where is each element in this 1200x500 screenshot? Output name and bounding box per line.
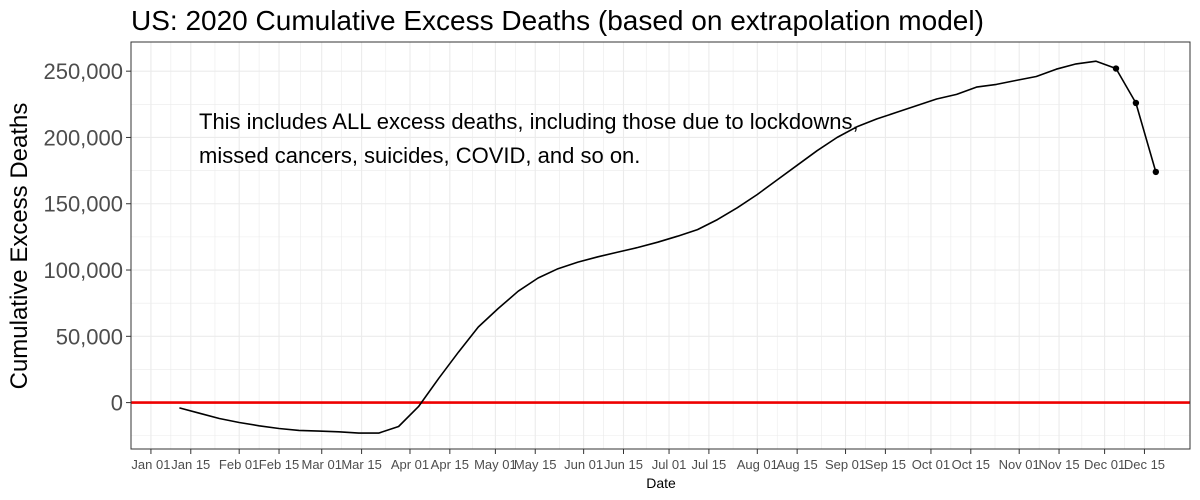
x-tick-label: Dec 15 <box>1124 457 1165 472</box>
data-point <box>1112 65 1120 72</box>
y-axis-label: Cumulative Excess Deaths <box>6 103 33 390</box>
marked-points <box>1112 65 1160 176</box>
x-tick-label: Aug 15 <box>777 457 818 472</box>
annotation-line-1: This includes ALL excess deaths, includi… <box>199 109 859 134</box>
x-tick-label: Nov 15 <box>1038 457 1079 472</box>
x-tick-label: Jul 15 <box>692 457 727 472</box>
x-axis-label: Date <box>646 475 676 491</box>
y-tick-label: 50,000 <box>56 324 123 349</box>
plot-border <box>130 41 1191 450</box>
plot-panel <box>131 42 1190 449</box>
y-tick-label: 250,000 <box>43 59 123 84</box>
y-tick-label: 100,000 <box>43 258 123 283</box>
x-tick-label: Oct 15 <box>952 457 990 472</box>
x-tick-label: Oct 01 <box>912 457 950 472</box>
x-tick-label: Jun 01 <box>564 457 603 472</box>
x-tick-label: Aug 01 <box>737 457 778 472</box>
y-tick-label: 0 <box>111 391 123 416</box>
x-tick-label: Sep 15 <box>865 457 906 472</box>
x-tick-label: Apr 01 <box>391 457 429 472</box>
x-tick-label: Jun 15 <box>604 457 643 472</box>
chart-title: US: 2020 Cumulative Excess Deaths (based… <box>131 5 984 36</box>
annotation-line-2: missed cancers, suicides, COVID, and so … <box>199 143 640 168</box>
y-axis-ticks: 0 50,000 100,000 150,000 200,000 250,000 <box>43 59 131 416</box>
x-tick-label: Jan 15 <box>171 457 210 472</box>
x-tick-label: Jul 01 <box>652 457 687 472</box>
x-tick-label: Jan 01 <box>131 457 170 472</box>
x-tick-label: May 15 <box>514 457 557 472</box>
data-point <box>1152 168 1160 176</box>
y-tick-label: 150,000 <box>43 192 123 217</box>
x-tick-label: Mar 15 <box>341 457 381 472</box>
x-axis-ticks: Jan 01 Jan 15 Feb 01 Feb 15 Mar 01 Mar 15 Apr … <box>131 449 1165 472</box>
x-tick-label: Nov 01 <box>999 457 1040 472</box>
x-tick-label: Feb 15 <box>259 457 299 472</box>
series-layer <box>179 60 1157 434</box>
x-tick-label: Dec 01 <box>1084 457 1125 472</box>
x-tick-label: Apr 15 <box>431 457 469 472</box>
x-tick-label: Mar 01 <box>301 457 341 472</box>
x-tick-label: May 01 <box>474 457 517 472</box>
x-tick-label: Feb 01 <box>219 457 259 472</box>
y-tick-label: 200,000 <box>43 125 123 150</box>
data-point <box>1132 99 1140 107</box>
x-tick-label: Sep 01 <box>825 457 866 472</box>
excess-deaths-line <box>179 60 1157 434</box>
